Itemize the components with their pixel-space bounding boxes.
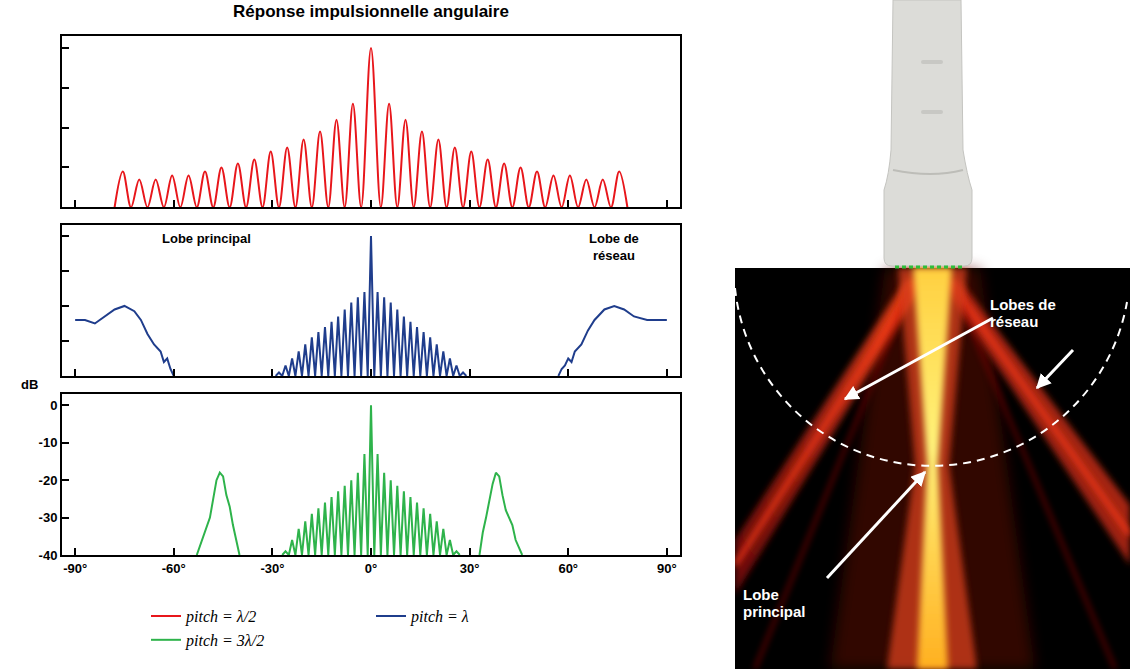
svg-text:90°: 90° — [657, 561, 677, 576]
svg-text:pitch = λ/2: pitch = λ/2 — [185, 608, 256, 626]
svg-text:60°: 60° — [558, 561, 578, 576]
svg-text:0: 0 — [50, 398, 57, 413]
svg-text:-60°: -60° — [162, 561, 186, 576]
svg-text:Lobe deréseau: Lobe deréseau — [589, 231, 639, 263]
svg-text:Lobe principal: Lobe principal — [162, 231, 251, 246]
svg-text:-10: -10 — [39, 435, 58, 450]
html-text:Lobes de réseau: Lobes de réseau — [990, 296, 1056, 331]
svg-text:30°: 30° — [460, 561, 480, 576]
svg-text:dB: dB — [21, 377, 38, 392]
html-text:Lobe principal: Lobe principal — [743, 586, 806, 621]
svg-text:-30°: -30° — [260, 561, 284, 576]
svg-text:pitch = λ: pitch = λ — [410, 608, 469, 626]
svg-text:-40: -40 — [39, 548, 58, 563]
svg-text:Réponse impulsionnelle angulai: Réponse impulsionnelle angulaire — [233, 2, 509, 21]
svg-text:-90°: -90° — [63, 561, 87, 576]
svg-text:pitch = 3λ/2: pitch = 3λ/2 — [185, 632, 264, 650]
svg-text:-30: -30 — [39, 510, 58, 525]
svg-text:-20: -20 — [39, 473, 58, 488]
svg-text:0°: 0° — [365, 561, 377, 576]
